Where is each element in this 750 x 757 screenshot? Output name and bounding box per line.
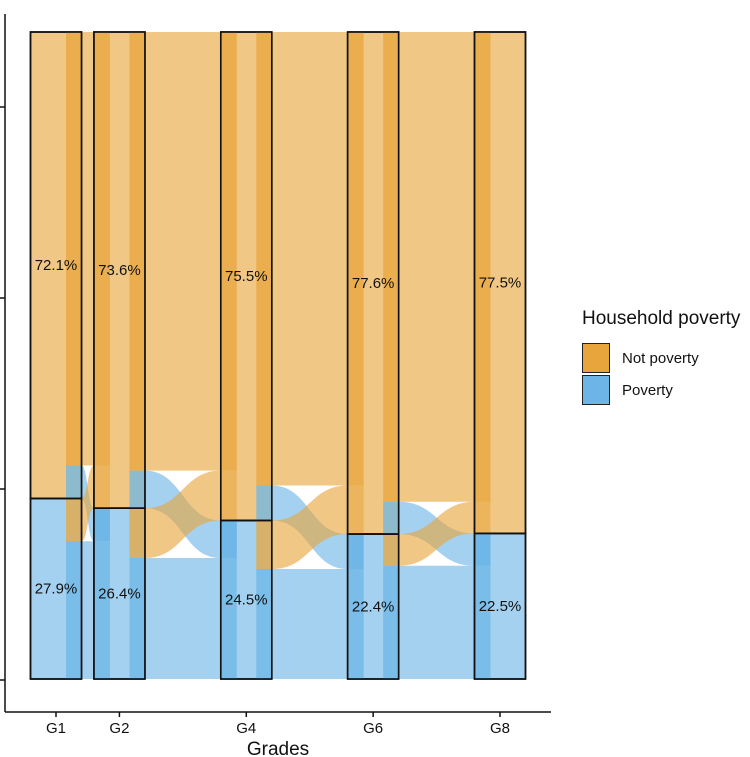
flow-poverty-to-not [271,485,348,570]
lode-in-not [475,32,491,502]
lode-in-not [221,32,237,471]
lode-out-switch [129,508,145,559]
data-label-not-poverty: 72.1% [35,257,78,274]
flow-poverty-to-not [144,470,221,559]
labels-layer: 72.1% 27.9% 73.6% 26.4% 75.5% 24.5% 77.6% 22.4%… [35,257,522,615]
stratum-outline [29,497,83,680]
x-axis-title: Grades [247,739,309,757]
lode-in-poverty [475,565,491,679]
lode-in-switch [94,465,110,509]
stratum-outline [219,519,273,680]
lode-out-poverty [66,541,81,679]
axes-layer [0,14,551,713]
lode-out-poverty [256,569,272,679]
lode-in-poverty [348,569,364,679]
lode-out-poverty [129,558,145,679]
x-tick-label: G2 [109,720,129,737]
x-tick-label: G8 [490,720,510,737]
legend-title: Household poverty [582,308,741,329]
data-label-poverty: 26.4% [98,586,141,603]
data-label-not-poverty: 77.5% [479,275,522,292]
legend-swatch-poverty [582,375,610,405]
data-label-not-poverty: 77.6% [352,275,395,292]
lode-out-switch [66,498,81,542]
lode-in-switch [348,485,364,535]
lode-out-switch [256,485,272,521]
lode-in-switch [348,534,364,570]
stratum-outline [346,533,400,680]
lode-in-poverty [221,558,237,679]
stratum-outline [473,532,527,680]
flow-not-to-not [144,32,221,471]
lode-out-not [256,32,272,486]
data-label-poverty: 24.5% [225,592,268,609]
flow-poverty-to-not [81,465,94,542]
flow-poverty-to-poverty [144,558,221,679]
lode-out-switch [383,534,399,566]
flow-not-to-not [398,32,475,502]
data-label-poverty: 27.9% [35,581,78,598]
data-label-poverty: 22.4% [352,599,395,616]
lode-in-switch [94,508,110,542]
data-label-not-poverty: 75.5% [225,268,268,285]
legend-label: Not poverty [622,349,699,367]
lode-out-switch [66,465,81,499]
legend: Household poverty Not poverty Poverty [582,308,740,406]
flow-poverty-to-not [398,501,475,566]
lode-in-not [348,32,364,486]
legend-label: Poverty [622,381,673,399]
lode-out-not [66,32,81,466]
legend-swatch-not-poverty [582,343,610,373]
lode-out-switch [383,501,399,535]
lode-in-switch [221,470,237,521]
data-label-poverty: 22.5% [479,598,522,615]
flows-layer [81,32,475,679]
x-ticks: G1 G2 G4 G6 G8 [46,712,510,737]
lode-in-switch [475,501,491,534]
lode-out-switch [256,520,272,570]
lode-out-poverty [383,565,399,679]
flow-not-to-not [81,32,94,466]
x-tick-label: G4 [236,720,256,737]
lode-in-switch [475,533,491,566]
flow-poverty-to-poverty [81,541,94,679]
stratum-outline [93,507,146,680]
bars-layer [29,31,527,680]
x-tick-label: G1 [46,720,66,737]
data-label-not-poverty: 73.6% [98,262,141,279]
flow-not-to-not [271,32,348,486]
lode-in-switch [221,520,237,559]
lode-in-poverty [94,541,110,679]
lode-out-not [129,32,145,471]
lode-out-switch [129,470,145,509]
lode-in-not [94,32,110,466]
x-tick-label: G6 [363,720,383,737]
flow-poverty-to-poverty [271,569,348,679]
legend-item-not-poverty: Not poverty [582,342,740,374]
legend-item-poverty: Poverty [582,374,740,406]
lode-out-not [383,32,399,502]
flow-poverty-to-poverty [398,565,475,679]
